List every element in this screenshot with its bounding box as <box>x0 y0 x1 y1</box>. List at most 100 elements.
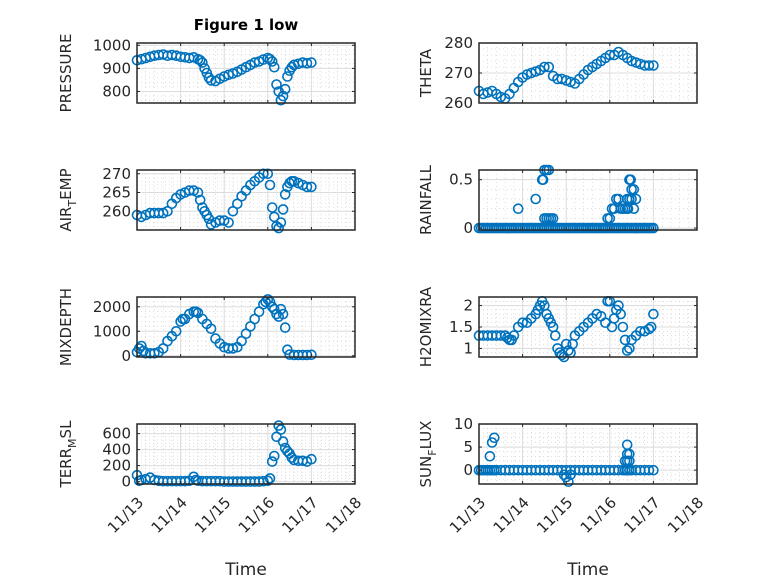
data-point <box>645 321 657 333</box>
y-tick-label: 0 <box>463 461 473 479</box>
data-point <box>268 211 280 223</box>
axes-box <box>136 423 356 485</box>
data-point <box>619 334 631 346</box>
x-tick-label: 11/16 <box>235 494 278 537</box>
y-axis-label-main: TERR <box>57 448 75 489</box>
y-tick-label: 2000 <box>93 298 131 316</box>
series-terr_msl <box>131 420 317 487</box>
y-tick-label: 600 <box>102 425 131 443</box>
data-point <box>279 83 291 95</box>
data-point <box>615 308 627 320</box>
y-axis-label-subscript: M <box>66 438 79 448</box>
y-tick-label: 200 <box>102 457 131 475</box>
data-point <box>621 439 633 451</box>
data-point <box>197 57 208 68</box>
y-tick-label: 265 <box>102 184 131 202</box>
data-point <box>301 57 313 69</box>
y-axis-label-rest: LUX <box>417 421 435 450</box>
subplot-pressure: 800 900 1000 PRESSURE <box>57 34 356 113</box>
y-tick-label: 270 <box>444 64 473 82</box>
data-point <box>262 475 274 487</box>
axes-box <box>478 423 698 485</box>
x-tick-label: 11/14 <box>148 494 191 537</box>
y-tick-label: 800 <box>102 82 131 100</box>
subplot-mixdepth: 0 1000 2000 MIXDEPTH <box>57 288 356 366</box>
data-point <box>565 469 576 481</box>
y-tick-label: 280 <box>444 34 473 52</box>
data-point <box>648 308 659 320</box>
y-tick-label: 0.5 <box>449 171 473 189</box>
data-point <box>264 179 276 191</box>
y-axis-label-rest: SL <box>57 420 75 439</box>
y-tick-label: 10 <box>454 415 473 433</box>
axes-box <box>136 296 356 358</box>
data-point <box>286 452 298 463</box>
data-point <box>192 187 204 198</box>
y-axis-label-main: SUN <box>417 456 435 488</box>
data-point <box>194 54 206 66</box>
data-point <box>604 213 616 224</box>
y-tick-label: 0 <box>463 219 473 237</box>
series-pressure <box>131 49 317 106</box>
data-point <box>512 203 524 214</box>
data-point <box>648 464 659 476</box>
data-point <box>275 303 287 315</box>
series-theta <box>473 46 659 104</box>
data-point <box>275 424 287 435</box>
data-point <box>628 184 640 195</box>
data-point <box>264 473 276 484</box>
x-tick-label: 11/18 <box>322 494 365 537</box>
y-tick-label: 0 <box>121 473 131 491</box>
data-point <box>138 345 149 357</box>
y-axis-label: RAINFALL <box>417 164 435 235</box>
data-point <box>277 436 289 447</box>
data-point <box>266 456 278 467</box>
y-axis-label-main: PRESSURE <box>57 34 75 113</box>
x-tick-label: 11/13 <box>104 494 147 537</box>
data-point <box>266 202 278 213</box>
data-point <box>227 206 239 217</box>
series-rainfall <box>473 164 659 234</box>
data-point <box>643 323 655 335</box>
data-point <box>488 432 500 444</box>
series-sun_flux <box>473 432 659 488</box>
y-axis-label-subscript: T <box>66 200 79 208</box>
data-point <box>266 56 278 67</box>
data-point <box>630 193 642 205</box>
data-point <box>264 53 276 65</box>
y-axis-label-main: THETA <box>417 48 435 98</box>
data-point <box>563 476 574 488</box>
x-tick-label: 11/17 <box>620 494 663 537</box>
data-point <box>537 174 549 185</box>
x-tick-label: 11/13 <box>446 494 489 537</box>
data-point <box>149 347 160 359</box>
data-point <box>543 61 555 73</box>
data-point <box>306 349 317 361</box>
y-axis-label-rest: EMP <box>57 168 75 199</box>
x-tick-label: 11/15 <box>533 494 576 537</box>
data-point <box>648 222 659 234</box>
axes-box <box>136 169 356 231</box>
y-tick-label: 5 <box>463 438 473 456</box>
y-axis-label-main: H2OMIXRA <box>417 286 435 367</box>
y-tick-label: 1000 <box>93 322 131 340</box>
axes-background <box>479 170 697 230</box>
y-axis-label-main: AIR <box>57 207 75 232</box>
y-tick-label: 1.5 <box>449 318 473 336</box>
y-tick-label: 270 <box>102 165 131 183</box>
data-point <box>306 181 317 193</box>
x-tick-label: 11/18 <box>664 494 707 537</box>
data-point <box>560 338 572 350</box>
data-point <box>539 61 550 73</box>
y-axis-label: THETA <box>417 48 435 98</box>
data-point <box>268 450 280 462</box>
y-axis-label: H2OMIXRA <box>417 286 435 367</box>
axes-box <box>136 42 356 104</box>
data-point <box>517 317 528 329</box>
data-point <box>170 325 182 337</box>
data-point <box>624 455 635 467</box>
y-tick-label: 1000 <box>93 36 131 54</box>
data-point <box>205 323 217 335</box>
data-point <box>628 203 640 214</box>
